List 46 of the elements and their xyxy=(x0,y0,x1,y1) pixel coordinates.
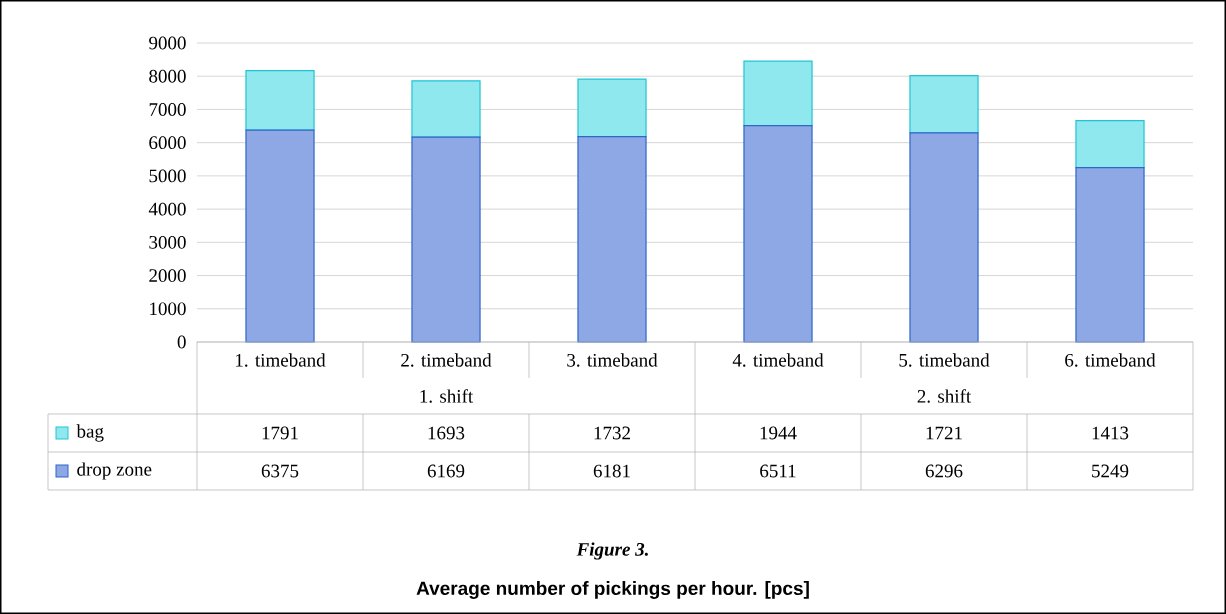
y-tick-label: 4000 xyxy=(148,202,186,216)
bar xyxy=(411,80,481,138)
data-label: 1944 xyxy=(760,426,797,440)
bar xyxy=(411,136,481,343)
data-label: 6511 xyxy=(760,464,796,478)
x-tick-label: 4. timeband xyxy=(732,353,824,367)
bar xyxy=(743,125,813,343)
data-label: 6169 xyxy=(427,464,465,478)
bar xyxy=(743,60,813,127)
bar xyxy=(909,75,979,134)
data-label: 1693 xyxy=(428,426,465,440)
caption: Figure 3. xyxy=(576,542,648,560)
x-tick-label: 5. timeband xyxy=(899,353,990,367)
y-tick-label: 5000 xyxy=(149,169,186,183)
x-tick-label: 6. timeband xyxy=(1065,353,1156,367)
y-tick-label: 8000 xyxy=(149,69,186,83)
text: Average number of pickings per hour. [pcs] xyxy=(416,581,809,599)
y-tick-label: 3000 xyxy=(149,235,186,249)
data-label: 1732 xyxy=(594,426,630,440)
data-label: 6296 xyxy=(925,464,963,478)
bar xyxy=(245,70,315,131)
legend-label: bag xyxy=(76,424,104,442)
legend-label: drop zone xyxy=(77,462,152,480)
y-tick-label: 0 xyxy=(177,335,186,349)
text: 1. shift xyxy=(420,389,474,403)
y-tick-label: 6000 xyxy=(149,136,186,150)
data-label: 5249 xyxy=(1092,464,1129,478)
data-label: 1791 xyxy=(262,426,298,440)
bar xyxy=(577,78,647,138)
bar xyxy=(577,136,647,343)
x-tick-label: 1. timeband xyxy=(236,353,326,367)
y-tick-label: 9000 xyxy=(149,36,186,50)
bar xyxy=(1075,120,1145,169)
text: 2. shift xyxy=(917,389,972,403)
y-tick-label: 2000 xyxy=(149,269,186,282)
data-label: 1413 xyxy=(1092,426,1129,440)
bar xyxy=(1075,167,1145,343)
y-tick-label: 1000 xyxy=(150,302,186,316)
data-label: 1721 xyxy=(926,426,962,440)
x-tick-label: 3. timeband xyxy=(567,353,658,367)
y-tick-label: 7000 xyxy=(149,103,186,116)
data-label: 6181 xyxy=(593,464,630,478)
bar xyxy=(909,132,979,343)
x-tick-label: 2. timeband xyxy=(401,353,492,367)
bar xyxy=(245,129,315,343)
data-label: 6375 xyxy=(261,464,299,478)
